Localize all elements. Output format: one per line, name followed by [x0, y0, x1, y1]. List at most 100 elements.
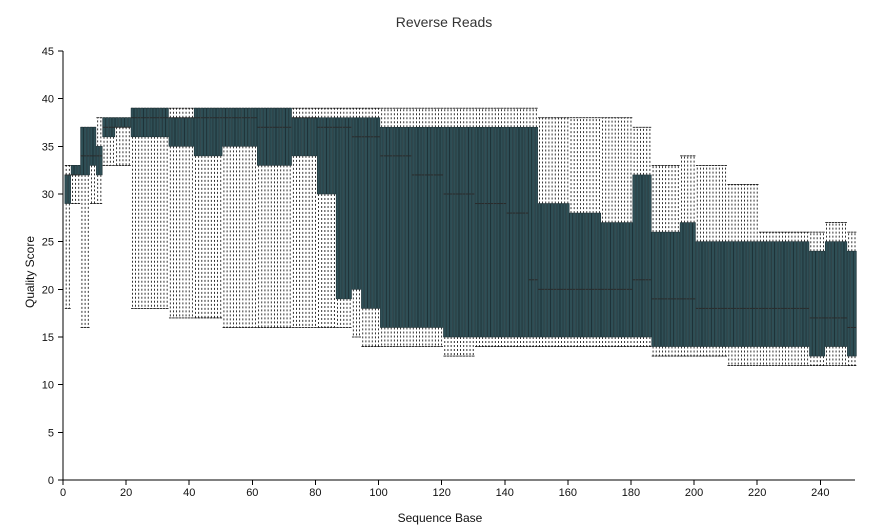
y-tick-label: 45 — [42, 46, 54, 58]
box-148 — [528, 107, 532, 347]
box-105 — [392, 107, 396, 347]
iqr-box — [493, 126, 497, 338]
box-153 — [544, 117, 548, 347]
iqr-box — [585, 212, 589, 338]
box-118 — [433, 107, 437, 347]
iqr-box — [597, 212, 602, 338]
iqr-box — [339, 117, 343, 300]
box-217 — [746, 184, 750, 367]
iqr-box — [162, 107, 166, 138]
iqr-box — [446, 126, 450, 338]
box-159 — [563, 117, 567, 347]
box-40 — [187, 107, 191, 319]
box-174 — [610, 117, 614, 347]
box-146 — [522, 107, 526, 347]
box-213 — [733, 184, 737, 367]
x-tick-label: 0 — [60, 487, 66, 499]
box-34 — [168, 107, 172, 319]
iqr-box — [443, 126, 447, 338]
box-5 — [77, 164, 81, 204]
iqr-box — [623, 222, 627, 338]
box-228 — [780, 231, 785, 367]
box-245 — [834, 222, 838, 367]
box-45 — [203, 107, 207, 319]
iqr-box — [613, 222, 617, 338]
iqr-box — [455, 126, 460, 338]
box-67 — [272, 107, 277, 328]
iqr-box — [840, 241, 845, 347]
iqr-box — [383, 126, 387, 328]
box-179 — [626, 117, 630, 347]
box-248 — [843, 222, 848, 367]
box-226 — [774, 231, 778, 367]
iqr-box — [765, 241, 769, 347]
iqr-box — [361, 117, 365, 309]
iqr-box — [118, 117, 122, 128]
x-tick-label: 180 — [622, 487, 640, 499]
box-173 — [607, 117, 611, 347]
box-192 — [667, 164, 671, 357]
box-110 — [408, 107, 412, 347]
box-181 — [632, 126, 636, 347]
iqr-box — [168, 117, 172, 147]
box-186 — [648, 126, 652, 347]
iqr-box — [474, 126, 478, 338]
iqr-box — [115, 117, 119, 128]
x-tick-label: 200 — [685, 487, 703, 499]
iqr-box — [648, 174, 652, 338]
iqr-box — [86, 126, 90, 176]
box-130 — [471, 107, 475, 357]
box-157 — [556, 117, 561, 347]
box-203 — [701, 164, 706, 357]
iqr-box — [834, 241, 838, 347]
y-tick-label: 35 — [42, 141, 54, 153]
box-12 — [99, 117, 103, 204]
iqr-box — [92, 126, 97, 166]
box-91 — [348, 107, 352, 328]
iqr-box — [427, 126, 431, 328]
box-50 — [219, 107, 223, 319]
iqr-box — [171, 117, 176, 147]
box-22 — [130, 107, 135, 309]
y-tick-label: 0 — [48, 475, 54, 487]
x-tick-label: 80 — [309, 487, 321, 499]
iqr-box — [809, 250, 813, 357]
iqr-box — [591, 212, 595, 338]
box-94 — [357, 107, 362, 338]
iqr-box — [323, 117, 327, 195]
box-121 — [443, 107, 447, 357]
box-220 — [755, 184, 759, 367]
iqr-box — [376, 117, 381, 309]
iqr-box — [335, 117, 340, 300]
iqr-box — [610, 222, 614, 338]
box-189 — [657, 164, 661, 357]
iqr-box — [449, 126, 453, 338]
box-246 — [837, 222, 841, 367]
box-25 — [140, 107, 144, 309]
box-56 — [238, 107, 242, 328]
box-93 — [354, 107, 359, 338]
iqr-box — [746, 241, 750, 347]
iqr-box — [424, 126, 428, 328]
iqr-box — [124, 117, 128, 128]
box-1 — [64, 164, 68, 309]
iqr-box — [156, 107, 160, 138]
iqr-box — [215, 107, 220, 157]
iqr-box — [468, 126, 472, 338]
iqr-box — [518, 126, 523, 338]
box-77 — [304, 107, 308, 328]
iqr-box — [234, 107, 239, 147]
box-127 — [462, 107, 466, 357]
box-211 — [727, 184, 731, 367]
box-66 — [269, 107, 273, 328]
iqr-box — [828, 241, 832, 347]
box-227 — [777, 231, 781, 367]
iqr-box — [572, 212, 576, 338]
iqr-box — [847, 250, 851, 357]
box-10 — [92, 126, 97, 204]
iqr-box — [701, 241, 706, 347]
iqr-box — [430, 126, 434, 328]
iqr-box — [421, 126, 425, 328]
box-185 — [645, 126, 649, 347]
